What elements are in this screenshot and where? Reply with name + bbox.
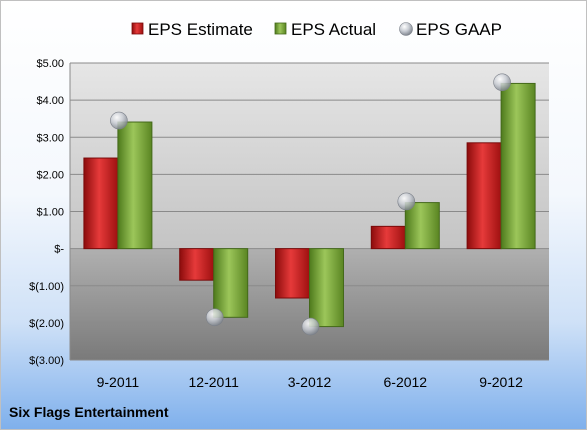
marker-eps-gaap-9-2012 [493,73,511,92]
gaap-markers [110,73,511,336]
y-tick-label: $(2.00) [29,318,64,330]
y-tick-label: $1.00 [36,207,64,219]
legend-label: EPS Actual [291,20,376,39]
marker-eps-gaap-12-2011 [205,308,224,327]
marker-eps-gaap-3-2012 [301,317,320,336]
legend-swatch-eps-actual [274,22,287,35]
y-axis-ticks: $5.00 $4.00 $3.00 $2.00 $1.00 $- $(1.00) $(2.00… [29,58,64,367]
y-tick-label: $2.00 [36,169,64,181]
legend: EPS Estimate EPS Actual EPS GAAP [131,20,502,39]
bar-eps-estimate-9-2012 [466,142,502,250]
marker-eps-gaap-9-2011 [110,111,128,130]
bar-eps-estimate-6-2012 [370,225,406,250]
y-tick-label: $(1.00) [29,281,64,293]
marker-eps-gaap-6-2012 [397,192,416,211]
bar-eps-estimate-3-2012 [275,248,310,299]
y-tick-label: $- [54,244,64,256]
legend-swatch-eps-gaap [399,22,413,36]
x-axis-ticks: 9-2011 12-2011 3-2012 6-2012 9-2012 [97,374,523,390]
company-name: Six Flags Entertainment [9,404,169,420]
y-tick-label: $4.00 [36,95,64,107]
x-tick-label: 3-2012 [288,374,332,390]
bar-eps-actual-3-2012 [309,248,344,328]
bar-eps-actual-12-2011 [213,248,249,318]
y-tick-label: $(3.00) [29,355,64,367]
bar-eps-actual-6-2012 [404,202,440,250]
x-tick-label: 9-2011 [97,374,140,390]
bar-eps-estimate-12-2011 [179,248,215,281]
y-tick-label: $5.00 [36,58,64,70]
bars [83,82,536,328]
x-tick-label: 9-2012 [479,374,523,390]
bar-eps-actual-9-2011 [117,121,153,250]
x-tick-label: 6-2012 [384,374,428,390]
legend-label: EPS GAAP [416,20,502,39]
bar-eps-estimate-9-2011 [83,157,119,250]
x-tick-label: 12-2011 [189,374,240,390]
legend-swatch-eps-estimate [131,22,144,35]
bar-eps-actual-9-2012 [500,82,536,250]
legend-label: EPS Estimate [148,20,253,39]
y-tick-label: $3.00 [36,132,64,144]
